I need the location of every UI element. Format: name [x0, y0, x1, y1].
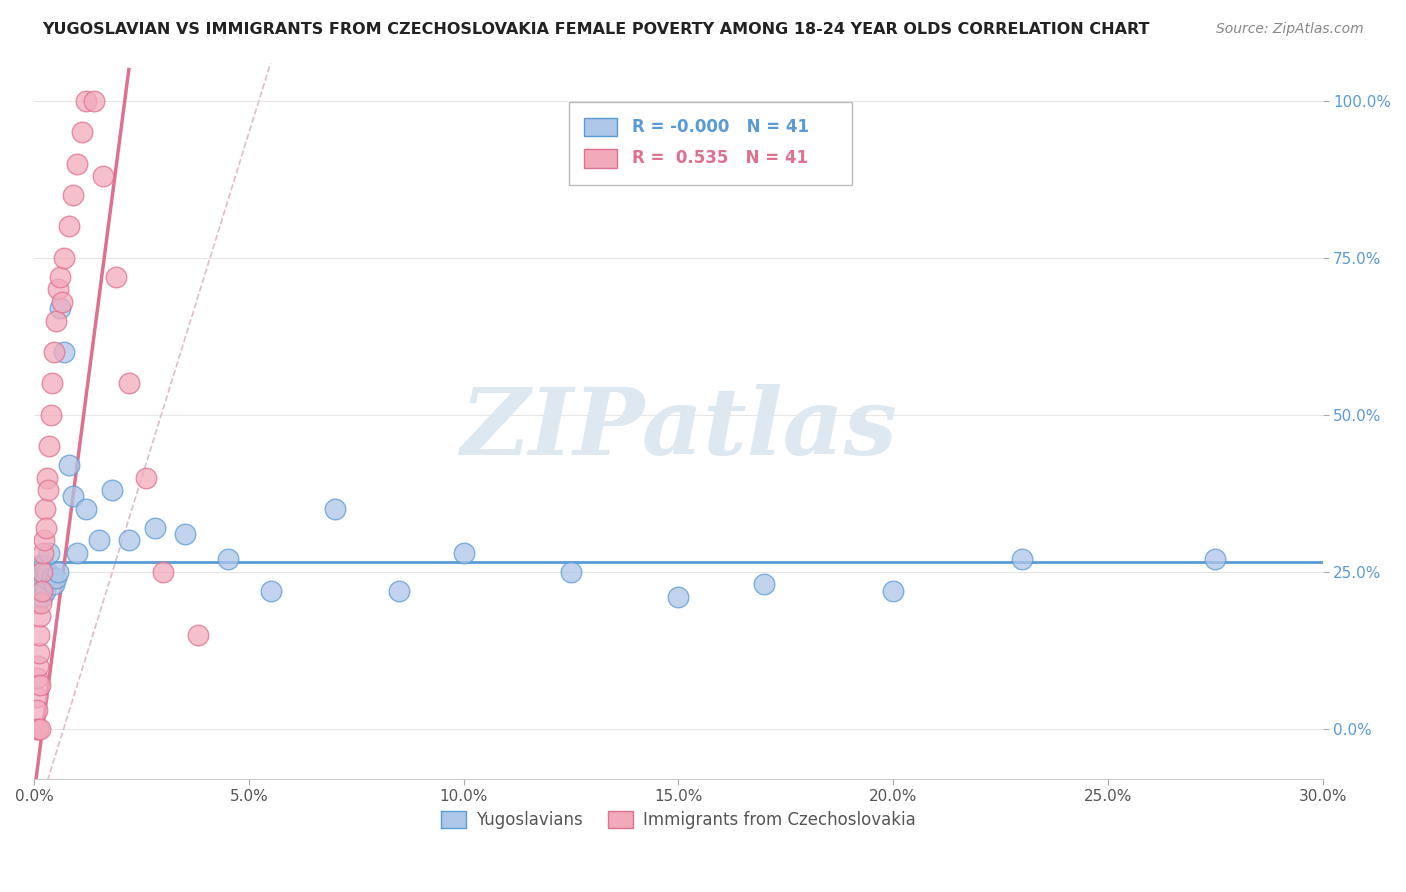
Point: [30, 583, 52, 598]
Point: [38, 439, 60, 453]
FancyBboxPatch shape: [569, 102, 852, 186]
Point: [46, 282, 69, 296]
Point: [41, 376, 63, 391]
Point: [135, 470, 157, 484]
Point: [34, 583, 56, 598]
FancyBboxPatch shape: [585, 118, 617, 136]
Point: [49, 269, 72, 284]
Point: [1011, 552, 1033, 566]
Legend: Yugoslavians, Immigrants from Czechoslovakia: Yugoslavians, Immigrants from Czechoslov…: [434, 805, 922, 836]
Point: [28, 608, 51, 623]
Point: [143, 521, 166, 535]
Text: R = -0.000   N = 41: R = -0.000 N = 41: [633, 118, 808, 136]
Point: [25, 703, 48, 717]
Point: [28, 577, 51, 591]
Point: [388, 583, 411, 598]
Point: [62, 490, 84, 504]
Point: [34, 502, 56, 516]
Point: [754, 577, 776, 591]
Point: [100, 483, 122, 497]
Point: [35, 521, 58, 535]
Point: [30, 722, 52, 736]
Point: [45, 571, 67, 585]
Point: [75, 502, 97, 516]
Point: [27, 659, 49, 673]
Point: [28, 646, 51, 660]
Point: [42, 345, 65, 359]
Point: [24, 722, 46, 736]
Point: [31, 583, 53, 598]
Point: [173, 527, 195, 541]
Point: [28, 571, 51, 585]
Point: [83, 94, 105, 108]
Point: [323, 502, 346, 516]
Text: ZIPatlas: ZIPatlas: [460, 384, 897, 475]
Point: [882, 583, 904, 598]
Point: [66, 157, 89, 171]
Point: [27, 722, 49, 736]
Point: [49, 301, 72, 315]
Point: [25, 583, 48, 598]
Point: [259, 583, 281, 598]
Point: [37, 565, 59, 579]
Text: R =  0.535   N = 41: R = 0.535 N = 41: [633, 150, 808, 168]
Point: [35, 571, 58, 585]
Point: [30, 596, 52, 610]
Point: [28, 558, 51, 573]
Point: [32, 558, 55, 573]
Point: [58, 219, 80, 234]
Point: [58, 458, 80, 472]
Point: [118, 376, 141, 391]
Point: [42, 577, 65, 591]
Point: [45, 313, 67, 327]
Point: [38, 546, 60, 560]
Point: [31, 565, 53, 579]
Point: [53, 251, 76, 265]
Point: [75, 94, 97, 108]
Point: [453, 546, 475, 560]
Point: [70, 125, 93, 139]
Point: [39, 408, 62, 422]
Point: [27, 596, 49, 610]
Point: [91, 169, 114, 184]
Point: [37, 470, 59, 484]
Point: [217, 552, 239, 566]
Point: [37, 483, 59, 497]
Point: [41, 571, 63, 585]
Point: [87, 533, 110, 548]
Point: [104, 269, 127, 284]
Point: [25, 690, 48, 705]
Point: [28, 678, 51, 692]
Point: [46, 565, 69, 579]
Point: [560, 565, 582, 579]
Point: [32, 577, 55, 591]
FancyBboxPatch shape: [585, 149, 617, 168]
Point: [28, 627, 51, 641]
Point: [53, 345, 76, 359]
Text: YUGOSLAVIAN VS IMMIGRANTS FROM CZECHOSLOVAKIA FEMALE POVERTY AMONG 18-24 YEAR OL: YUGOSLAVIAN VS IMMIGRANTS FROM CZECHOSLO…: [42, 22, 1150, 37]
Point: [118, 533, 141, 548]
Point: [32, 546, 55, 560]
Point: [1204, 552, 1226, 566]
Point: [668, 590, 690, 604]
Point: [187, 627, 209, 641]
Point: [31, 565, 53, 579]
Point: [62, 188, 84, 202]
Point: [27, 672, 49, 686]
Point: [51, 294, 73, 309]
Point: [152, 565, 174, 579]
Text: Source: ZipAtlas.com: Source: ZipAtlas.com: [1216, 22, 1364, 37]
Point: [31, 590, 53, 604]
Point: [66, 546, 89, 560]
Point: [27, 565, 49, 579]
Point: [32, 533, 55, 548]
